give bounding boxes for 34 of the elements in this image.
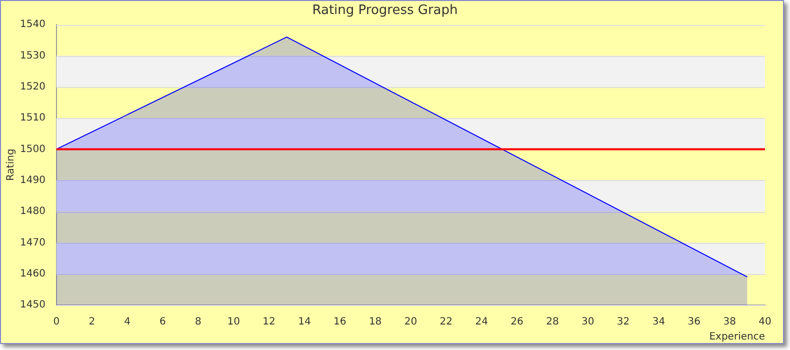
y-tick-label: 1480 — [20, 206, 46, 218]
x-tick-label: 30 — [581, 316, 594, 328]
x-tick-label: 22 — [440, 316, 453, 328]
y-tick-label: 1470 — [20, 237, 46, 248]
x-tick-label: 6 — [160, 316, 166, 328]
x-tick-label: 24 — [475, 316, 488, 328]
x-tick-label: 34 — [652, 316, 666, 328]
x-tick-label: 4 — [124, 316, 130, 328]
x-tick-label: 8 — [194, 316, 202, 328]
y-tick-label: 1540 — [20, 19, 46, 30]
y-tick-label: 1460 — [20, 268, 46, 280]
y-tick-label: 1520 — [20, 82, 46, 93]
x-tick-label: 40 — [758, 316, 772, 328]
x-axis-title: Experience — [709, 332, 765, 343]
x-tick-label: 32 — [616, 316, 630, 328]
chart-title: Rating Progress Graph — [312, 3, 458, 18]
x-tick-label: 26 — [510, 316, 524, 328]
x-tick-label: 20 — [404, 316, 418, 328]
y-tick-label: 1510 — [20, 112, 46, 124]
y-tick-label: 1530 — [20, 50, 46, 62]
y-axis-title: Rating — [6, 148, 17, 181]
x-tick-label: 14 — [298, 316, 311, 328]
x-tick-label: 18 — [368, 316, 382, 328]
x-tick-label: 10 — [227, 316, 240, 328]
y-tick-label: 1500 — [20, 144, 46, 155]
x-tick-label: 0 — [53, 316, 60, 328]
x-tick-label: 38 — [723, 316, 736, 328]
x-tick-label: 12 — [262, 316, 276, 328]
x-tick-label: 2 — [88, 316, 96, 328]
x-tick-label: 36 — [688, 316, 701, 328]
x-tick-label: 28 — [546, 316, 559, 328]
y-tick-label: 1450 — [20, 300, 46, 311]
y-tick-label: 1490 — [20, 174, 46, 186]
x-tick-label: 16 — [334, 316, 346, 328]
